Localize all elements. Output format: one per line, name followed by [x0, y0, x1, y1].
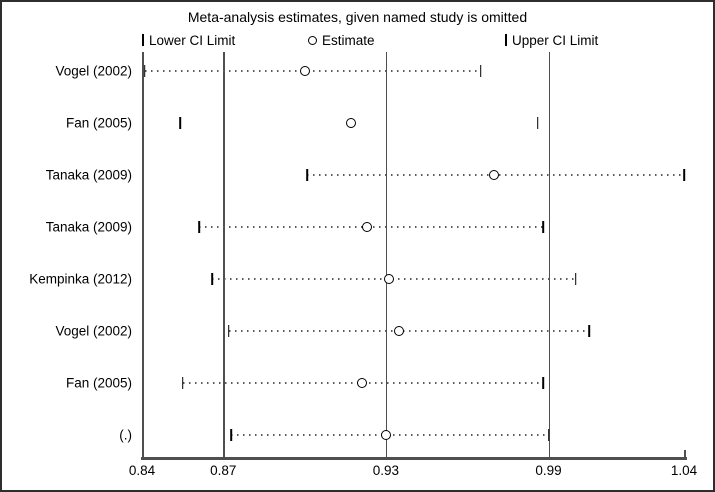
upper-ci-marker: [542, 221, 544, 233]
study-label: Tanaka (2009): [45, 219, 132, 235]
ci-limit-bar-icon: [505, 34, 507, 46]
study-label: Fan (2005): [65, 375, 132, 391]
study-label: Vogel (2002): [55, 63, 132, 79]
x-axis-tick: [385, 450, 388, 458]
legend-label: Lower CI Limit: [149, 32, 236, 48]
x-axis-tick: [548, 450, 550, 458]
x-tick-label: 0.99: [535, 463, 562, 478]
ci-dotted-line: [212, 278, 576, 280]
upper-ci-marker: [574, 273, 577, 285]
legend-label: Upper CI Limit: [512, 32, 599, 48]
legend-item-upper-ci-bar: Upper CI Limit: [505, 32, 598, 48]
lower-ci-marker: [227, 325, 230, 337]
lower-ci-marker: [181, 377, 184, 389]
x-tick-label: 1.04: [670, 463, 698, 478]
estimate-marker: [299, 66, 310, 76]
reference-line: [223, 52, 225, 457]
lower-ci-marker: [211, 273, 214, 285]
x-tick-label: 0.93: [372, 463, 400, 478]
legend-item-estimate-circle: Estimate: [308, 32, 375, 48]
chart-title: Meta-analysis estimates, given named stu…: [187, 9, 528, 25]
estimate-marker: [361, 222, 372, 232]
x-axis-tick: [684, 450, 686, 458]
lower-ci-marker: [179, 117, 181, 129]
ci-limit-bar-icon: [142, 34, 144, 46]
ci-dotted-line: [228, 330, 590, 332]
estimate-marker: [380, 430, 391, 440]
x-tick-label: 0.87: [210, 463, 237, 478]
upper-ci-marker: [588, 325, 590, 337]
upper-ci-marker: [542, 377, 544, 389]
lower-ci-marker: [198, 221, 200, 233]
study-label: Vogel (2002): [55, 323, 132, 339]
estimate-circle-icon: [308, 35, 317, 45]
x-tick-label: 0.84: [128, 463, 156, 478]
x-axis-tick: [142, 450, 144, 458]
upper-ci-marker: [536, 117, 539, 129]
legend-item-lower-ci-bar: Lower CI Limit: [142, 32, 235, 48]
upper-ci-marker: [547, 429, 550, 441]
lower-ci-marker: [230, 429, 233, 441]
estimate-marker: [489, 170, 500, 180]
upper-ci-marker: [479, 65, 482, 77]
estimate-marker: [394, 326, 405, 336]
x-axis-line: [141, 457, 687, 460]
estimate-marker: [345, 118, 356, 128]
reference-line: [548, 52, 550, 457]
upper-ci-marker: [683, 169, 685, 181]
lower-ci-marker: [306, 169, 309, 181]
estimate-marker: [356, 378, 367, 388]
study-label: Tanaka (2009): [45, 167, 132, 183]
x-axis-tick: [223, 450, 225, 458]
study-label: Fan (2005): [65, 115, 132, 131]
reference-line: [385, 52, 388, 457]
y-axis-line: [142, 52, 144, 457]
study-label: Kempinka (2012): [29, 271, 132, 287]
legend-label: Estimate: [322, 32, 375, 48]
estimate-marker: [383, 274, 394, 284]
study-label: (.): [119, 427, 132, 443]
ci-dotted-line: [144, 70, 481, 72]
lower-ci-marker: [143, 65, 146, 77]
